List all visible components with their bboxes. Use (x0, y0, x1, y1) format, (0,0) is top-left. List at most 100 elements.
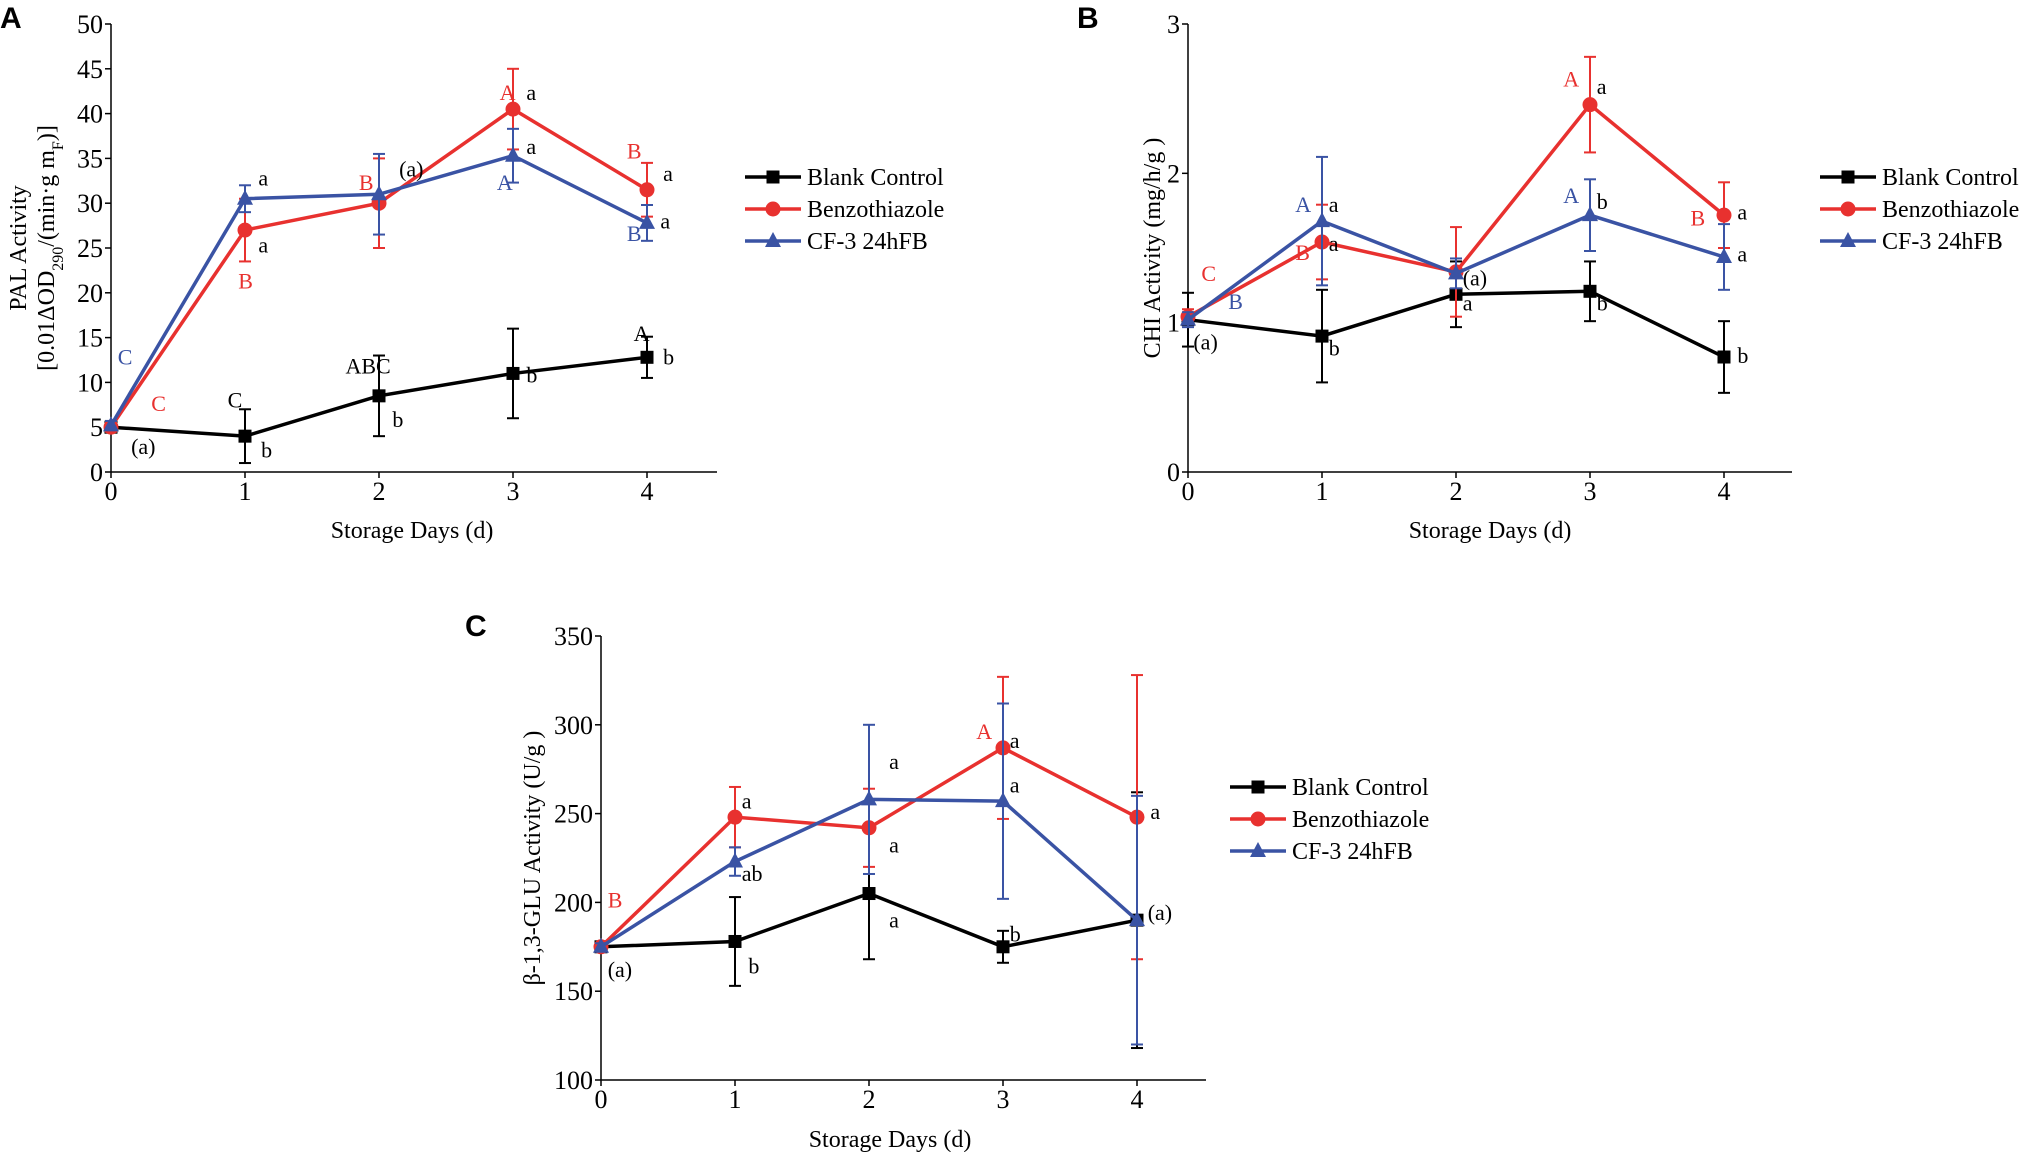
panel-b: B 0 1 2 3 0 1 2 3 4 Storage Days (d) CHI Activity (… (1077, 2, 2019, 544)
significance-label: a (742, 788, 752, 813)
significance-label: b (261, 438, 272, 463)
significance-label: A (1295, 192, 1311, 217)
data-point-square (1717, 350, 1731, 364)
data-point-circle (639, 182, 655, 198)
x-tick-label: 1 (729, 1085, 742, 1114)
significance-label: b (1329, 336, 1340, 361)
significance-label: b (1597, 291, 1608, 316)
significance-label: b (748, 953, 759, 978)
y-axis-label-part: /(min·g m (34, 150, 60, 247)
y-tick-label: 5 (90, 413, 103, 442)
significance-label: b (1597, 189, 1608, 214)
significance-label: a (1329, 192, 1339, 217)
significance-label: a (258, 165, 268, 190)
significance-label: b (663, 344, 674, 369)
x-tick-label: 1 (1316, 477, 1329, 506)
data-point-circle (505, 101, 521, 117)
significance-label: b (392, 407, 403, 432)
data-point-square (506, 366, 520, 380)
significance-label: b (1737, 343, 1748, 368)
data-point-circle (1716, 207, 1732, 223)
significance-label: a (258, 232, 268, 257)
y-tick-label: 30 (77, 189, 103, 218)
significance-label: B (627, 138, 642, 163)
legend-marker-square (766, 170, 780, 184)
data-point-circle (1582, 97, 1598, 113)
significance-label: (a) (399, 156, 423, 181)
significance-label: A (1563, 67, 1579, 92)
data-point-triangle (1180, 310, 1196, 326)
series-blank-control (104, 327, 654, 465)
x-tick-label: 2 (373, 477, 386, 506)
data-point-square (1315, 329, 1329, 343)
x-tick-label: 4 (641, 477, 654, 506)
significance-label: B (1228, 289, 1243, 314)
data-point-circle (237, 222, 253, 238)
significance-label: b (526, 362, 537, 387)
panel-c: C 100 150 200 250 300 350 0 1 2 3 4 Storage Days (d)… (465, 610, 1429, 1152)
y-axis-label-units: [0.01ΔOD290/(min·g mF)] (34, 125, 67, 371)
legend-label: Benzothiazole (1292, 807, 1429, 833)
significance-label: A (497, 170, 513, 195)
legend-label: Benzothiazole (1882, 197, 2019, 223)
significance-label: a (1010, 728, 1020, 753)
significance-label: a (1737, 200, 1747, 225)
x-tick-label: 2 (863, 1085, 876, 1114)
significance-label: (a) (1193, 330, 1217, 355)
y-axis-label-subscript: F (50, 141, 67, 150)
significance-label: B (359, 170, 374, 195)
legend-marker-square (1841, 170, 1855, 184)
y-tick-label: 1 (1167, 309, 1180, 338)
y-tick-label: 35 (77, 144, 103, 173)
data-point-triangle (593, 937, 609, 953)
legend-label: Blank Control (1292, 775, 1429, 801)
series-cf-3-24hfb (1180, 155, 1732, 329)
y-tick-label: 10 (77, 368, 103, 397)
y-tick-label: 350 (554, 622, 593, 651)
significance-label: a (663, 161, 673, 186)
y-axis-label-part: )] (34, 125, 60, 141)
significance-label: a (1010, 772, 1020, 797)
panel-letter: A (0, 2, 22, 35)
panel-letter: C (465, 610, 487, 643)
x-tick-label: 0 (105, 477, 118, 506)
legend-marker-triangle (1250, 842, 1266, 857)
y-tick-label: 45 (77, 55, 103, 84)
significance-label: B (608, 888, 623, 913)
y-tick-label: 250 (554, 800, 593, 829)
y-tick-label: 3 (1167, 10, 1180, 39)
significance-label: a (889, 907, 899, 932)
y-axis-label-part: [0.01ΔOD (34, 271, 60, 371)
data-point-square (996, 940, 1010, 954)
significance-label: a (1597, 74, 1607, 99)
data-point-square (238, 429, 252, 443)
x-axis-label: Storage Days (d) (331, 518, 494, 544)
data-point-square (862, 887, 876, 901)
data-point-circle (727, 809, 743, 825)
data-point-square (1583, 284, 1597, 298)
x-axis-label: Storage Days (d) (809, 1127, 972, 1152)
legend: Blank Control Benzothiazole CF-3 24hFB (745, 165, 944, 255)
data-point-triangle (861, 790, 877, 806)
data-point-triangle (639, 213, 655, 229)
significance-label: C (151, 391, 166, 416)
significance-label: ABC (346, 353, 391, 378)
legend-label: CF-3 24hFB (807, 229, 928, 255)
significance-label: a (889, 833, 899, 858)
significance-label: A (1563, 183, 1579, 208)
x-tick-label: 2 (1450, 477, 1463, 506)
legend-marker-triangle (1840, 232, 1856, 247)
x-axis-label: Storage Days (d) (1409, 518, 1572, 544)
y-tick-label: 150 (554, 977, 593, 1006)
data-point-triangle (1716, 247, 1732, 263)
y-tick-label: 20 (77, 279, 103, 308)
data-point-square (372, 389, 386, 403)
significance-label: a (526, 134, 536, 159)
significance-label: a (1463, 291, 1473, 316)
x-tick-label: 3 (1584, 477, 1597, 506)
significance-label: a (1150, 799, 1160, 824)
data-point-triangle (237, 189, 253, 205)
significance-label: B (1691, 206, 1706, 231)
legend-marker-circle (765, 201, 781, 217)
